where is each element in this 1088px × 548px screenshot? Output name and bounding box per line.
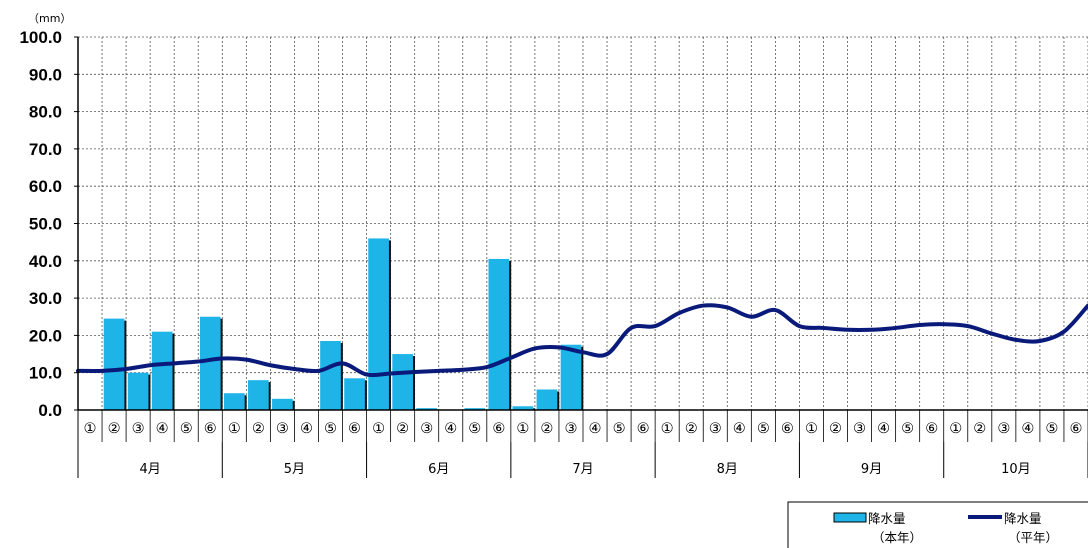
- bar: [512, 406, 534, 410]
- x-dekad-label: ③: [853, 421, 866, 437]
- bar: [320, 340, 341, 410]
- x-dekad-label: ③: [420, 421, 433, 437]
- bar: [223, 393, 245, 410]
- bar: [464, 408, 486, 410]
- bar: [344, 378, 365, 410]
- normal-line: [76, 303, 1088, 378]
- x-dekad-label: ④: [300, 421, 313, 437]
- bar: [103, 318, 125, 410]
- grid-lines: [78, 36, 1088, 410]
- x-dekad-label: ④: [877, 421, 890, 437]
- x-month-label: 7月: [572, 462, 593, 477]
- x-dekad-label: ②: [108, 421, 121, 437]
- x-dekad-label: ④: [156, 421, 169, 437]
- y-tick-label: 20.0: [29, 326, 62, 345]
- x-dekad-label: ①: [805, 421, 818, 437]
- legend: 降水量 （本年） 降水量 （平年）: [787, 501, 1088, 548]
- y-tick-label: 50.0: [29, 215, 62, 234]
- normal-line-series: [76, 303, 1088, 378]
- legend-bar-label: 降水量: [868, 511, 906, 526]
- x-dekad-label: ③: [276, 421, 289, 437]
- x-dekad-label: ⑥: [925, 421, 938, 437]
- y-tick-label: 0.0: [38, 401, 62, 420]
- x-month-label: 6月: [428, 462, 449, 477]
- x-dekad-label: ③: [709, 421, 722, 437]
- legend-line-sublabel: （平年）: [1008, 530, 1058, 545]
- x-dekad-label: ⑤: [757, 421, 770, 437]
- x-month-label: 5月: [284, 462, 305, 477]
- x-dekad-label: ①: [228, 421, 241, 437]
- legend-bar-sublabel: （本年）: [872, 530, 922, 545]
- x-dekad-label: ①: [516, 421, 529, 437]
- y-tick-label: 100.0: [19, 28, 62, 47]
- x-dekad-label: ④: [444, 421, 457, 437]
- x-dekad-label: ⑥: [204, 421, 217, 437]
- x-dekad-label: ⑥: [492, 421, 505, 437]
- x-dekad-label: ③: [564, 421, 577, 437]
- legend-bar-swatch: [833, 512, 867, 523]
- x-dekad-label: ①: [84, 421, 97, 437]
- x-dekad-label: ①: [949, 421, 962, 437]
- bar-series: [103, 238, 584, 410]
- x-dekad-label: ②: [829, 421, 842, 437]
- x-dekad-label: ②: [252, 421, 265, 437]
- legend-line-label: 降水量: [1004, 511, 1042, 526]
- x-month-label: 4月: [140, 462, 161, 477]
- x-dekad-label: ③: [997, 421, 1010, 437]
- x-dekad-label: ①: [661, 421, 674, 437]
- y-tick-label: 30.0: [29, 289, 62, 308]
- bar: [199, 316, 221, 410]
- x-dekad-label: ⑥: [781, 421, 794, 437]
- x-dekad-label: ①: [372, 421, 385, 437]
- bar: [272, 398, 293, 410]
- x-dekad-label: ⑤: [1045, 421, 1058, 437]
- x-dekad-label: ③: [132, 421, 145, 437]
- y-tick-label: 90.0: [29, 65, 62, 84]
- bar: [536, 389, 558, 410]
- x-dekad-label: ②: [973, 421, 986, 437]
- x-dekad-label: ④: [1021, 421, 1034, 437]
- x-month-label: 8月: [717, 462, 738, 477]
- y-unit-label: （mm）: [28, 12, 71, 25]
- bar: [248, 380, 269, 410]
- x-dekad-label: ⑥: [348, 421, 361, 437]
- y-tick-label: 40.0: [29, 252, 62, 271]
- bar: [416, 408, 438, 410]
- bar: [127, 372, 149, 410]
- x-dekad-label: ⑤: [180, 421, 193, 437]
- bar: [151, 331, 173, 410]
- x-dekad-label: ②: [396, 421, 409, 437]
- x-dekad-label: ⑤: [468, 421, 481, 437]
- x-dekad-label: ④: [589, 421, 602, 437]
- x-dekad-label: ⑤: [324, 421, 337, 437]
- x-dekad-label: ⑤: [613, 421, 626, 437]
- x-month-labels: 4月 5月 6月 7月 8月 9月 10月: [140, 442, 1088, 478]
- y-tick-labels: 0.0 10.0 20.0 30.0 40.0 50.0 60.0 70.0 80.0 90.0 1…: [19, 28, 78, 420]
- bar: [560, 344, 582, 410]
- y-tick-label: 10.0: [29, 364, 62, 383]
- y-tick-label: 70.0: [29, 140, 62, 159]
- bar: [392, 354, 413, 410]
- bar: [488, 258, 510, 410]
- y-tick-label: 80.0: [29, 103, 62, 122]
- y-tick-label: 60.0: [29, 177, 62, 196]
- x-dekad-label: ②: [685, 421, 698, 437]
- bar: [368, 238, 389, 410]
- x-month-label: 9月: [861, 462, 882, 477]
- x-dekad-label: ②: [540, 421, 553, 437]
- x-dekad-label: ⑥: [637, 421, 650, 437]
- legend-box: [787, 501, 1088, 548]
- x-dekad-label: ⑤: [901, 421, 914, 437]
- x-dekad-label: ④: [733, 421, 746, 437]
- x-dekad-label: ⑥: [1069, 421, 1082, 437]
- x-month-label: 10月: [1001, 462, 1031, 477]
